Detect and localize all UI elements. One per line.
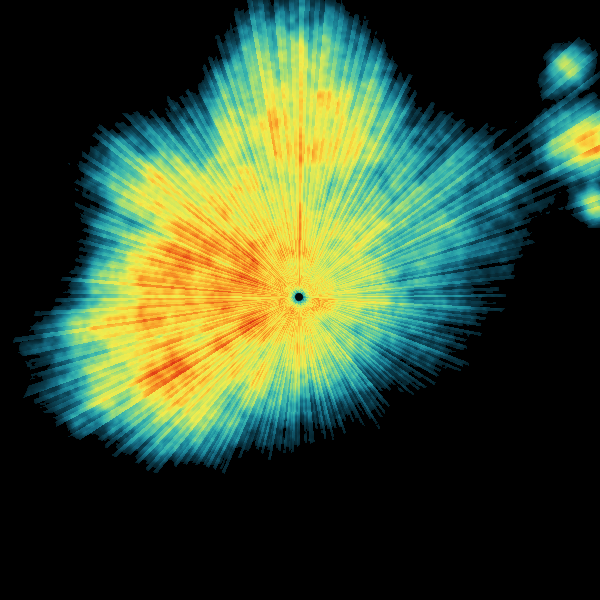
radar-reflectivity-display[interactable]: [0, 0, 600, 600]
radar-reflectivity-canvas[interactable]: [0, 0, 600, 600]
